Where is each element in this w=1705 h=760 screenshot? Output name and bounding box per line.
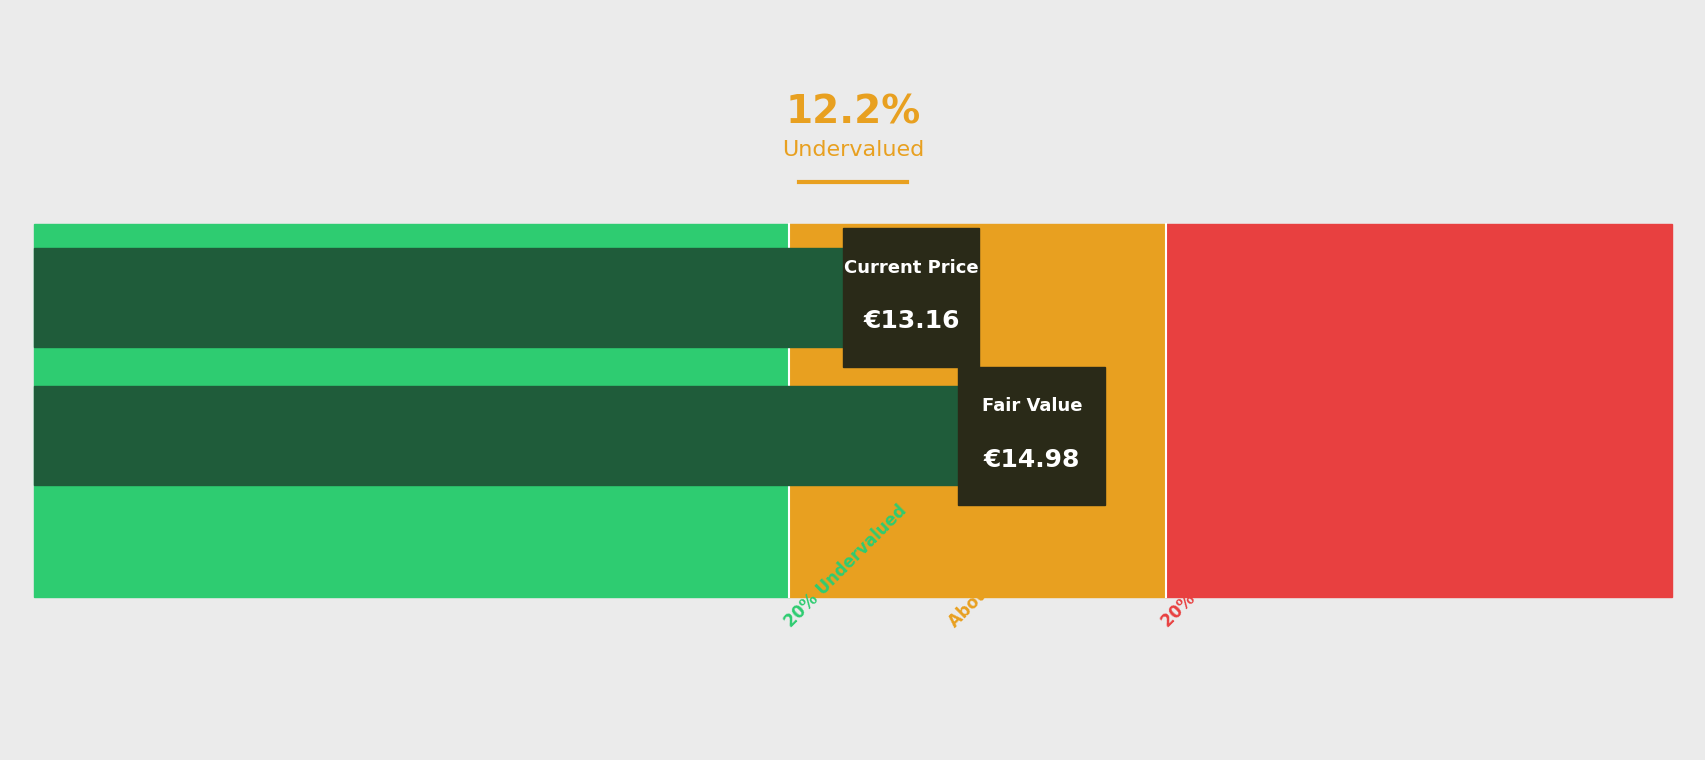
Text: €13.16: €13.16 [863, 309, 960, 334]
Bar [958, 366, 1105, 505]
Text: Undervalued: Undervalued [781, 140, 924, 160]
Text: 20% Undervalued: 20% Undervalued [781, 502, 909, 631]
Bar [34, 387, 977, 485]
Text: Fair Value: Fair Value [980, 397, 1081, 416]
Bar [34, 249, 863, 347]
Text: Current Price: Current Price [844, 259, 979, 277]
Text: 12.2%: 12.2% [784, 93, 921, 131]
Bar [34, 224, 788, 597]
Text: About Right: About Right [945, 539, 1037, 631]
Text: 20% Overvalued: 20% Overvalued [1158, 510, 1279, 631]
Bar [1166, 224, 1671, 597]
Bar [788, 224, 1166, 597]
Text: €14.98: €14.98 [984, 448, 1079, 472]
Bar [842, 228, 979, 366]
